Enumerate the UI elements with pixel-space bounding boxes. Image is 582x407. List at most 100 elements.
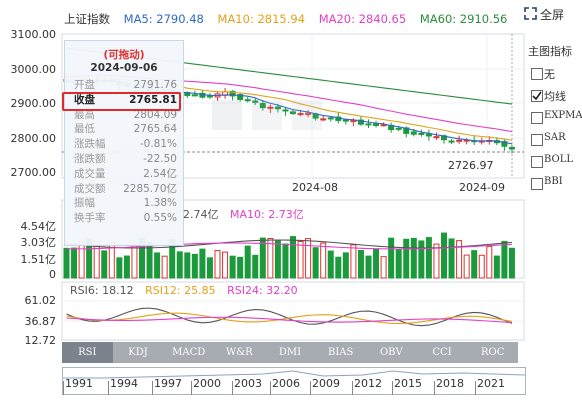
candle-body [425,133,432,137]
tab-macd[interactable]: MACD [172,347,206,358]
timeline-year: 2003 [234,377,262,390]
tooltip-row-open: 开盘 2791.76 [74,79,177,91]
tab-roc[interactable]: ROC [481,347,505,358]
volume-bar [327,250,334,279]
tooltip-row-low: 最低 2765.64 [74,123,177,136]
volume-bar [425,237,432,279]
volume-bar [199,248,206,279]
candle-body [320,118,327,121]
candle-body [267,106,274,109]
volume-bar [290,236,296,279]
checkbox-ma[interactable] [531,90,543,102]
price-axis-label: 2800.00 [10,132,57,145]
volume-axis-label: 4.54亿 [20,220,57,233]
volume-ma5: 2.74亿 [183,208,219,221]
data-tooltip[interactable]: (可拖动) 2024-09-06 开盘 2791.76 收盘 2765.81 最高 2… [64,40,184,246]
checkbox-sar[interactable] [531,134,543,146]
checkbox-expma[interactable] [531,112,543,124]
tab-cci[interactable]: CCI [432,347,452,358]
candle-body [448,140,455,143]
candle-body [395,127,402,130]
rsi12-value: RSI12: 25.85 [145,284,216,297]
volume-bar [259,237,266,279]
timeline-year: 2018 [436,377,464,390]
candle-body [244,99,251,102]
index-title: 上证指数 [64,12,110,26]
x-axis-date: 2024-09 [459,181,505,194]
tab-kdj[interactable]: KDJ [128,347,148,358]
volume-bar [478,254,485,279]
volume-ma10-line [66,242,512,250]
timeline-year: 2006 [272,377,300,390]
candle-body [274,106,281,110]
candle-body [206,95,213,98]
last-price-label: 2726.97 [446,159,496,172]
sidebar-title: 主图指标 [528,45,572,58]
volume-bar [335,256,342,279]
volume-bar [395,248,402,279]
volume-axis-label: 0 [49,268,56,281]
timeline-sparkline [63,370,525,379]
rsi-axis-label: 61.02 [24,294,57,307]
volume-bars [63,232,515,279]
candle-body [456,139,463,142]
candle-body [357,119,364,125]
ma5-value: MA5: 2790.48 [123,12,204,26]
volume-bar [373,248,380,279]
candle-body [252,100,259,103]
history-timeline[interactable]: 1991 1994 1997 2000 2003 2006 2009 2012 … [62,367,526,395]
tooltip-row-amplitude: 振幅 1.38% [74,197,177,210]
tab-obv[interactable]: OBV [379,347,403,358]
volume-bar [116,257,123,279]
volume-bar [418,240,425,279]
tab-dmi[interactable]: DMI [278,347,302,358]
volume-bar [350,244,357,279]
fullscreen-button[interactable]: 全屏 [524,6,564,23]
volume-ma10: MA10: 2.73亿 [230,208,304,221]
timeline-year: 1991 [65,377,93,390]
fullscreen-label: 全屏 [540,8,565,22]
tab-rsi[interactable]: RSI [62,342,113,363]
volume-bar [410,237,417,279]
volume-bar [244,245,251,279]
option-sar-label: SAR [544,132,566,143]
price-axis-label: 2900.00 [10,97,57,110]
price-axis-label: 2700.00 [10,166,57,179]
volume-bar [206,257,213,279]
candle-body [282,109,289,112]
checkbox-none[interactable] [531,68,543,80]
option-none-label: 无 [544,68,555,81]
volume-bar [184,252,191,279]
candle-body [297,113,304,116]
tab-wr[interactable]: W&R [225,347,253,358]
timeline-year: 1994 [110,377,138,390]
volume-bar [508,247,515,279]
checkbox-bbi[interactable] [531,178,543,190]
close-highlight-box [62,92,181,111]
candle-body [229,90,236,97]
volume-bar [501,240,508,279]
tooltip-row-change: 涨跌额 -22.50 [74,152,177,165]
candle-body [350,119,357,123]
candle-body [501,141,508,147]
checkbox-boll[interactable] [531,156,543,168]
volume-bar [154,252,161,279]
volume-bar [214,250,221,279]
tab-bias[interactable]: BIAS [328,347,354,358]
ma10-value: MA10: 2815.94 [217,12,306,26]
candle-body [365,123,372,126]
volume-bar [463,254,470,279]
rsi6-line [66,307,513,327]
rsi-axis-label: 12.72 [24,334,57,347]
candle-body [380,124,387,127]
option-ma-label: 均线 [544,90,566,103]
rsi12-line [66,312,513,325]
volume-ma-lines [66,239,512,250]
rsi-axis-label: 36.87 [24,315,57,328]
volume-bar [222,251,229,279]
tooltip-date: 2024-09-06 [90,62,158,74]
tooltip-row-high: 最高 2804.09 [74,108,177,121]
timeline-year: 1997 [154,377,182,390]
fullscreen-icon [524,6,537,23]
